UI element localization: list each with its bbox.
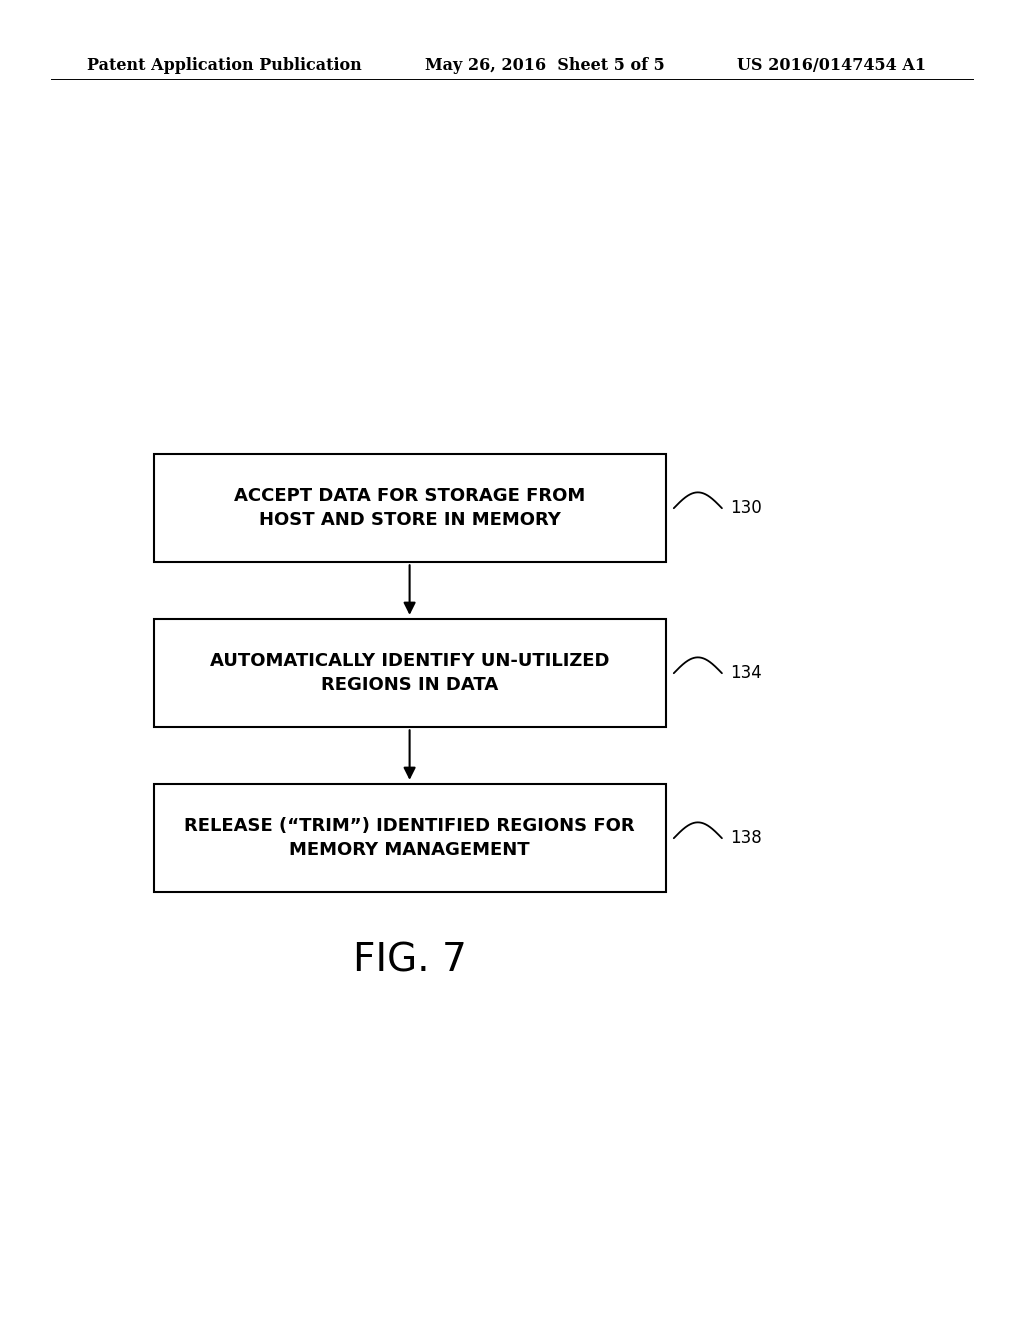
Text: AUTOMATICALLY IDENTIFY UN-UTILIZED
REGIONS IN DATA: AUTOMATICALLY IDENTIFY UN-UTILIZED REGIO… — [210, 652, 609, 694]
Text: ACCEPT DATA FOR STORAGE FROM
HOST AND STORE IN MEMORY: ACCEPT DATA FOR STORAGE FROM HOST AND ST… — [233, 487, 586, 529]
FancyBboxPatch shape — [154, 784, 666, 892]
Text: May 26, 2016  Sheet 5 of 5: May 26, 2016 Sheet 5 of 5 — [425, 57, 665, 74]
Text: 138: 138 — [730, 829, 762, 847]
Text: 134: 134 — [730, 664, 762, 682]
FancyBboxPatch shape — [154, 619, 666, 727]
Text: Patent Application Publication: Patent Application Publication — [87, 57, 361, 74]
FancyBboxPatch shape — [154, 454, 666, 562]
Text: US 2016/0147454 A1: US 2016/0147454 A1 — [737, 57, 927, 74]
Text: FIG. 7: FIG. 7 — [352, 942, 467, 979]
Text: 130: 130 — [730, 499, 762, 517]
Text: RELEASE (“TRIM”) IDENTIFIED REGIONS FOR
MEMORY MANAGEMENT: RELEASE (“TRIM”) IDENTIFIED REGIONS FOR … — [184, 817, 635, 859]
